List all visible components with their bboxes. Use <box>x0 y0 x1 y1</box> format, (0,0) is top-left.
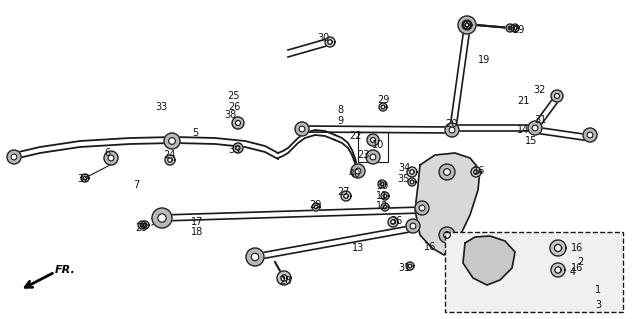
Text: 29: 29 <box>512 25 524 35</box>
Circle shape <box>583 128 597 142</box>
Circle shape <box>463 21 471 29</box>
Text: 16: 16 <box>424 242 436 252</box>
Text: 7: 7 <box>133 180 139 190</box>
Text: 40: 40 <box>349 169 361 179</box>
Text: 30: 30 <box>317 33 329 43</box>
Circle shape <box>366 150 380 164</box>
Text: SDAAB2900: SDAAB2900 <box>490 304 535 313</box>
Text: 17: 17 <box>191 217 203 227</box>
Circle shape <box>164 133 180 149</box>
Text: 14: 14 <box>517 125 529 135</box>
Circle shape <box>299 126 305 132</box>
Circle shape <box>351 164 365 178</box>
Text: 31: 31 <box>534 115 546 125</box>
Circle shape <box>551 90 563 102</box>
Text: 39: 39 <box>228 145 240 155</box>
Text: 9: 9 <box>337 116 343 126</box>
Text: 26: 26 <box>228 102 240 112</box>
Circle shape <box>449 127 455 133</box>
Circle shape <box>252 253 259 261</box>
Circle shape <box>11 154 17 160</box>
Text: 27: 27 <box>338 187 350 197</box>
Polygon shape <box>463 236 515 285</box>
Circle shape <box>104 151 118 165</box>
Text: 1: 1 <box>595 285 601 295</box>
Text: 24: 24 <box>163 150 175 160</box>
Text: 30: 30 <box>376 181 388 191</box>
Text: 19: 19 <box>478 55 490 65</box>
Text: 34: 34 <box>398 163 410 173</box>
Circle shape <box>439 164 455 180</box>
Text: 6: 6 <box>104 148 110 158</box>
Circle shape <box>295 122 309 136</box>
Text: 29: 29 <box>135 223 147 233</box>
Text: 37: 37 <box>78 174 90 184</box>
Text: 12: 12 <box>376 201 388 211</box>
Circle shape <box>370 154 376 160</box>
Bar <box>358 132 388 162</box>
Circle shape <box>233 143 243 153</box>
Text: 13: 13 <box>352 243 364 253</box>
Circle shape <box>444 232 451 238</box>
Circle shape <box>463 21 471 29</box>
Circle shape <box>444 169 451 175</box>
Circle shape <box>355 168 361 174</box>
Text: 21: 21 <box>517 96 529 106</box>
Circle shape <box>410 223 416 229</box>
Text: 15: 15 <box>525 136 537 146</box>
Text: 5: 5 <box>192 128 198 138</box>
Circle shape <box>7 150 21 164</box>
Bar <box>445 232 623 312</box>
Circle shape <box>367 134 379 146</box>
Text: 25: 25 <box>228 91 240 101</box>
Circle shape <box>406 219 420 233</box>
Circle shape <box>108 155 114 161</box>
Circle shape <box>465 23 468 27</box>
Text: 16: 16 <box>571 243 583 253</box>
Text: 33: 33 <box>155 102 167 112</box>
Circle shape <box>169 137 175 145</box>
Circle shape <box>158 214 166 222</box>
Text: 3: 3 <box>595 300 601 310</box>
Text: 22: 22 <box>349 131 362 141</box>
Text: 28: 28 <box>279 276 291 286</box>
Circle shape <box>236 121 241 125</box>
Text: 23: 23 <box>357 150 369 160</box>
Circle shape <box>554 93 559 99</box>
Text: 29: 29 <box>309 200 321 210</box>
Circle shape <box>532 125 538 131</box>
Text: 16: 16 <box>473 166 485 176</box>
Text: 4: 4 <box>570 267 576 277</box>
Polygon shape <box>415 153 480 255</box>
Circle shape <box>236 146 240 150</box>
Circle shape <box>587 132 593 138</box>
Text: 20: 20 <box>445 119 457 129</box>
Text: 36: 36 <box>390 216 402 226</box>
Circle shape <box>528 121 542 135</box>
Text: 8: 8 <box>337 105 343 115</box>
Text: FR.: FR. <box>55 265 76 275</box>
Circle shape <box>458 16 476 34</box>
Text: 16: 16 <box>571 263 583 273</box>
Circle shape <box>445 123 459 137</box>
Circle shape <box>246 248 264 266</box>
Text: 18: 18 <box>191 227 203 237</box>
Circle shape <box>419 205 425 211</box>
Circle shape <box>439 227 455 243</box>
Circle shape <box>152 208 172 228</box>
Circle shape <box>371 137 376 143</box>
Circle shape <box>415 201 429 215</box>
Text: 10: 10 <box>372 140 384 150</box>
Text: 29: 29 <box>377 95 389 105</box>
Text: 2: 2 <box>577 257 583 267</box>
Circle shape <box>232 117 244 129</box>
Text: 11: 11 <box>376 191 388 201</box>
Text: 32: 32 <box>534 85 546 95</box>
Text: 31: 31 <box>398 263 410 273</box>
Text: 35: 35 <box>398 174 410 184</box>
Text: 38: 38 <box>224 110 236 120</box>
